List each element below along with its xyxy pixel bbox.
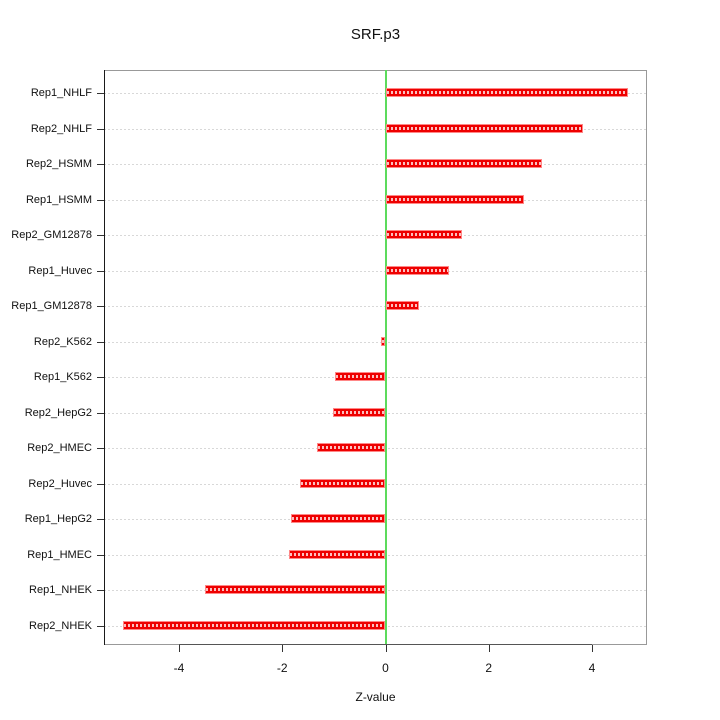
y-axis-tick <box>97 93 104 94</box>
bar-hatch-pattern <box>386 197 523 201</box>
x-axis-tick <box>282 645 284 652</box>
row-gridline <box>104 235 647 236</box>
bar-hatch-pattern <box>386 268 448 272</box>
y-axis-tick <box>97 235 104 236</box>
category-label: Rep2_GM12878 <box>11 229 92 241</box>
y-axis-line <box>104 70 105 645</box>
zero-reference-line <box>384 70 387 645</box>
bar-hatch-pattern <box>386 304 419 307</box>
bar <box>316 443 386 452</box>
x-tick-label: 2 <box>485 661 493 675</box>
row-gridline <box>104 341 647 343</box>
x-tick-label: 4 <box>588 661 596 675</box>
x-axis-tick <box>592 645 593 652</box>
bar <box>385 265 449 275</box>
y-axis-tick <box>97 270 104 272</box>
bar-hatch-pattern <box>386 91 628 94</box>
x-axis-tick <box>488 645 490 652</box>
category-label: Rep1_NHLF <box>30 87 92 99</box>
category-label: Rep1_HepG2 <box>24 513 92 525</box>
y-axis-tick <box>97 412 104 414</box>
bar-hatch-pattern <box>336 375 385 378</box>
category-label: Rep2_HMEC <box>27 442 92 454</box>
x-tick-label: -2 <box>276 661 288 675</box>
bar-hatch-pattern <box>381 339 385 343</box>
chart-title: SRF.p3 <box>350 26 401 43</box>
bar-hatch-pattern <box>334 410 385 414</box>
y-axis-tick <box>97 341 104 343</box>
x-axis-tick <box>179 645 180 652</box>
category-label: Rep1_Huvec <box>28 264 92 277</box>
y-axis-tick <box>97 306 104 307</box>
bar <box>122 620 386 630</box>
x-tick-label: 0 <box>382 661 389 675</box>
bar-hatch-pattern <box>206 588 385 591</box>
y-axis-tick <box>97 554 104 556</box>
bar-hatch-pattern <box>292 517 385 520</box>
category-label: Rep2_HepG2 <box>24 406 92 419</box>
bar <box>291 514 386 523</box>
category-label: Rep1_NHEK <box>29 584 92 596</box>
bar <box>385 123 583 133</box>
bar-hatch-pattern <box>301 481 385 485</box>
x-axis-line <box>179 644 592 645</box>
y-axis-tick <box>97 164 104 165</box>
y-axis-tick <box>97 519 104 520</box>
row-gridline <box>104 199 647 201</box>
bar-hatch-pattern <box>386 126 582 130</box>
y-axis-tick <box>97 590 104 591</box>
row-gridline <box>104 93 647 94</box>
x-axis-label: Z-value <box>355 690 396 704</box>
row-gridline <box>104 164 647 165</box>
category-label: Rep1_K562 <box>33 371 92 383</box>
bar-hatch-pattern <box>386 162 541 165</box>
bar-hatch-pattern <box>386 233 461 236</box>
bar <box>300 478 386 488</box>
row-gridline <box>104 270 647 272</box>
row-gridline <box>104 128 647 130</box>
bar <box>205 585 386 594</box>
bar-hatch-pattern <box>317 446 385 449</box>
bar <box>385 301 420 310</box>
category-label: Rep2_K562 <box>33 335 92 348</box>
category-label: Rep2_NHEK <box>29 619 92 632</box>
category-label: Rep2_NHLF <box>30 122 92 135</box>
bar <box>385 88 629 97</box>
y-axis-tick <box>97 128 104 130</box>
y-axis-tick <box>97 483 104 485</box>
bar <box>385 194 524 204</box>
row-gridline <box>104 306 647 307</box>
y-axis-tick <box>97 625 104 627</box>
category-label: Rep2_Huvec <box>28 477 92 490</box>
bar <box>333 407 386 417</box>
y-axis-tick <box>97 448 104 449</box>
category-label: Rep1_HSMM <box>25 193 92 206</box>
y-axis-tick <box>97 377 104 378</box>
bar-hatch-pattern <box>123 623 385 627</box>
bar-hatch-pattern <box>290 552 385 556</box>
y-axis-tick <box>97 199 104 201</box>
plot-area <box>104 70 647 645</box>
bar <box>385 159 542 168</box>
bar <box>385 230 462 239</box>
category-label: Rep2_HSMM <box>25 158 92 170</box>
bar <box>380 336 386 346</box>
x-axis-tick <box>385 645 387 652</box>
x-tick-label: -4 <box>173 661 185 675</box>
bar <box>289 549 386 559</box>
category-label: Rep1_HMEC <box>27 548 92 561</box>
bar <box>335 372 386 381</box>
category-label: Rep1_GM12878 <box>11 300 92 312</box>
